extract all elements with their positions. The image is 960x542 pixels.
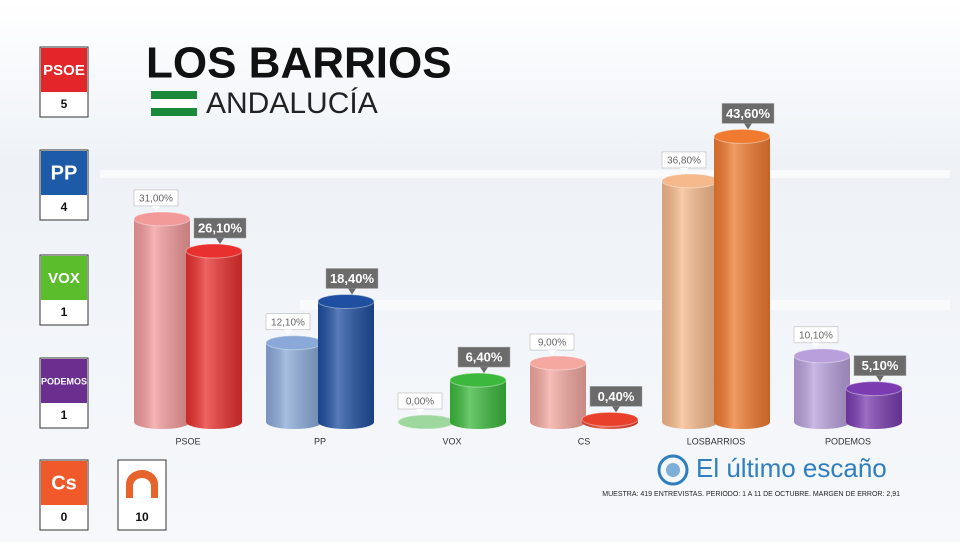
seat-count: 1 [61,305,68,319]
value-label: 0,00% [406,397,434,408]
stripe [100,170,950,178]
value-label: 5,10% [862,358,899,373]
bar-top [713,128,771,144]
value-label-pointer [744,123,752,130]
value-label-pointer [152,205,160,212]
value-label: 0,40% [598,389,635,404]
value-label-pointer [612,406,620,413]
party-logo [41,48,87,92]
bar-top [661,173,719,189]
party-name: PODEMOS [41,376,87,386]
value-label-pointer [284,329,292,336]
value-label: 31,00% [139,194,173,205]
seat-count: 10 [135,510,149,524]
value-label-pointer [548,350,556,357]
x-tick-label: PP [314,436,326,446]
bar-shade [530,363,586,429]
brand: El último escaño [696,453,887,483]
seat-count: 0 [61,510,68,524]
x-tick-label: LOSBARRIOS [687,436,746,446]
value-label: 12,10% [271,317,305,328]
value-label: 6,40% [466,350,503,365]
party-logo [126,470,158,498]
flag [151,91,197,99]
bar-top [317,293,375,309]
x-tick-label: VOX [442,436,461,446]
brand-logo [666,463,680,477]
x-tick-label: CS [578,436,591,446]
chart-title: LOS BARRIOS [146,39,452,88]
bar-top [397,414,455,430]
bar-shade [134,218,190,429]
seat-count: 5 [61,97,68,111]
bar-shade [186,251,242,429]
bar-top [133,211,191,227]
stripe [300,300,950,310]
value-label-pointer [480,367,488,374]
bar-shade [318,301,374,429]
bar-top [529,355,587,371]
party-name: PSOE [43,62,85,79]
value-label-pointer [216,238,224,245]
bar-top [793,348,851,364]
bar-top [265,335,323,351]
bar-top [845,381,903,397]
bar-top [449,372,507,388]
party-logo [41,151,87,195]
value-label: 36,80% [667,156,701,167]
party-name: VOX [48,270,80,287]
value-label: 43,60% [726,106,771,121]
party-logo [41,461,87,505]
party-name: Cs [51,472,77,494]
seat-count: 4 [61,200,68,214]
party-logo [41,256,87,300]
x-tick-label: PODEMOS [825,436,871,446]
value-label-pointer [416,409,424,415]
party-logo [119,461,165,505]
value-label: 18,40% [330,271,375,286]
bar-shade [450,380,506,429]
flag [151,99,197,108]
value-label-pointer [680,167,688,174]
value-label: 9,00% [538,338,566,349]
bar-shade [794,355,850,429]
bar-shade [266,342,322,429]
x-tick-label: PSOE [175,436,200,446]
bar-shade [714,136,770,430]
footnote: MUESTRA: 419 ENTREVISTAS. PERIODO: 1 A 1… [602,491,900,498]
bar-top [581,411,639,427]
bar-top [185,243,243,259]
party-name: PP [51,162,78,184]
value-label-pointer [876,375,884,382]
bar-shade [662,180,718,429]
brand-logo [657,454,689,486]
chart-subtitle: ANDALUCÍA [206,87,378,120]
seat-count: 1 [61,408,68,422]
value-label: 10,10% [799,330,833,341]
value-label-pointer [812,342,820,349]
value-label-pointer [348,288,356,295]
bar-shade [846,388,902,429]
value-label: 26,10% [198,220,243,235]
flag [151,108,197,116]
party-logo [41,359,87,403]
